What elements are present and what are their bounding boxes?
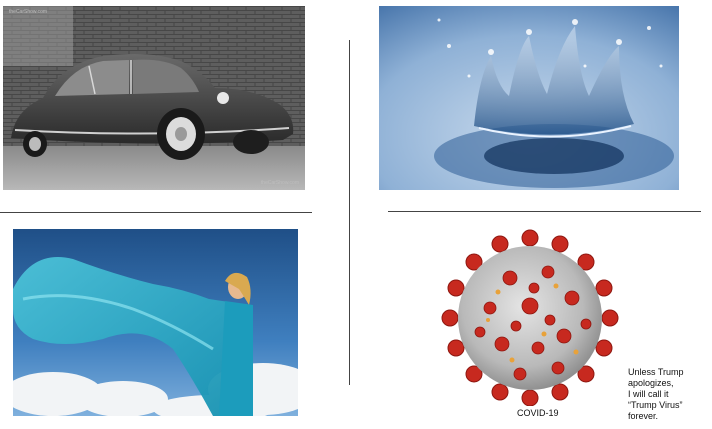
watermark-top: theCarShow.com — [9, 9, 48, 15]
vertical-divider — [349, 40, 350, 385]
fabric-woman-photo — [13, 229, 298, 416]
note-line: apologizes, — [628, 378, 674, 388]
right-horizontal-divider — [388, 211, 701, 212]
virus-caption: COVID-19 — [517, 408, 559, 418]
note-line: Unless Trump — [628, 367, 684, 377]
note-line: forever. — [628, 411, 659, 421]
watermark-bottom: theCarShow.com — [260, 180, 299, 186]
water-splash-photo — [379, 6, 679, 190]
note-line: I will call it — [628, 389, 669, 399]
coronavirus-illustration — [440, 228, 620, 406]
trump-virus-note: Unless Trump apologizes, I will call it … — [628, 367, 708, 422]
car-photo: theCarShow.com theCarShow.com — [3, 6, 305, 190]
note-line: “Trump Virus” — [628, 400, 683, 410]
left-horizontal-divider — [0, 212, 312, 213]
